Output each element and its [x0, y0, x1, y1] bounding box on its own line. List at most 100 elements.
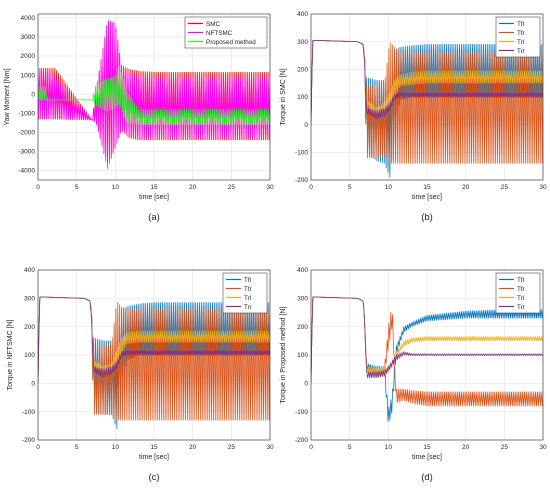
y-tick-label: -1000 — [18, 110, 35, 117]
panel-caption: (a) — [148, 212, 160, 223]
y-tick-label: 200 — [297, 67, 308, 74]
y-tick-label: 100 — [24, 352, 35, 359]
y-tick-label: -4000 — [18, 168, 35, 175]
x-tick-label: 25 — [501, 444, 509, 451]
legend-entry: Tfr — [517, 30, 525, 37]
x-axis-label: time [sec] — [139, 194, 169, 201]
x-tick-label: 0 — [309, 444, 313, 451]
x-tick-label: 15 — [423, 444, 431, 451]
series-line-trr — [38, 296, 270, 384]
legend-entry: Trr — [517, 304, 525, 311]
series-line-trr — [311, 296, 543, 384]
y-tick-label: 0 — [304, 381, 308, 388]
legend-entry: Tfl — [517, 21, 524, 28]
y-tick-label: 300 — [297, 39, 308, 46]
x-tick-label: 5 — [75, 184, 79, 191]
y-tick-label: 100 — [297, 94, 308, 101]
y-tick-label: -2000 — [18, 129, 35, 136]
y-tick-label: -100 — [295, 409, 308, 416]
x-tick-label: 15 — [423, 184, 431, 191]
x-tick-label: 10 — [385, 444, 393, 451]
legend-entry: Tfr — [244, 286, 252, 293]
y-tick-label: 300 — [297, 296, 308, 303]
x-axis-label: time [sec] — [412, 454, 442, 461]
x-tick-label: 5 — [75, 444, 79, 451]
y-tick-label: -100 — [22, 409, 35, 416]
y-axis-label: Torque in SMC [N] — [280, 68, 287, 125]
x-tick-label: 25 — [228, 444, 236, 451]
y-tick-label: -100 — [295, 150, 308, 157]
y-tick-label: 200 — [24, 324, 35, 331]
y-axis-label: Torque in Proposed method [N] — [280, 307, 287, 404]
x-tick-label: 25 — [501, 184, 509, 191]
series-line-nftsmc — [38, 19, 270, 169]
legend-entry: Trr — [244, 304, 252, 311]
y-tick-label: 1000 — [21, 72, 36, 79]
x-axis-label: time [sec] — [139, 454, 169, 461]
legend-entry: Tfr — [517, 286, 525, 293]
panel-caption: (d) — [421, 472, 433, 483]
legend: Tfl Tfr Trl Trr — [495, 272, 541, 314]
x-tick-label: 20 — [462, 184, 470, 191]
x-tick-label: 15 — [150, 444, 158, 451]
legend: SMC NFTSMC Proposed method — [184, 16, 268, 49]
x-tick-label: 10 — [112, 184, 120, 191]
x-axis-label: time [sec] — [412, 194, 442, 201]
plot-frame — [37, 269, 271, 441]
x-tick-label: 5 — [348, 184, 352, 191]
x-tick-label: 30 — [539, 184, 547, 191]
series-line-trr — [311, 39, 543, 125]
panel-caption: (b) — [421, 212, 433, 223]
y-tick-label: 100 — [297, 352, 308, 359]
plot-frame — [37, 13, 271, 181]
y-axis-label: Torque in NFTSMC [N] — [7, 320, 14, 391]
series-group — [311, 39, 543, 178]
x-tick-label: 5 — [348, 444, 352, 451]
legend-entry: Tfl — [517, 277, 524, 284]
legend-entry: Trl — [244, 295, 251, 302]
plot-frame — [310, 269, 544, 441]
y-tick-label: 300 — [24, 296, 35, 303]
x-tick-label: 25 — [228, 184, 236, 191]
y-tick-label: 4000 — [21, 15, 36, 22]
series-group — [38, 296, 270, 430]
x-tick-label: 10 — [112, 444, 120, 451]
x-tick-label: 30 — [266, 184, 274, 191]
y-tick-label: 400 — [297, 267, 308, 274]
x-tick-label: 30 — [539, 444, 547, 451]
x-tick-label: 20 — [189, 184, 197, 191]
y-tick-label: 400 — [297, 11, 308, 18]
plot-frame — [310, 13, 544, 181]
chart-2: 0 5 10 15 20 25 30 -200 -100 0 100 200 300 400 time [s… — [7, 267, 274, 483]
chart-3: 0 5 10 15 20 25 30 -200 -100 0 100 200 300 400 time [s… — [280, 267, 547, 483]
y-tick-label: -3000 — [18, 149, 35, 156]
legend-entry: Trr — [517, 48, 525, 55]
y-tick-label: 2000 — [21, 53, 36, 60]
legend-entry: NFTSMC — [206, 30, 233, 37]
y-tick-label: 200 — [297, 324, 308, 331]
x-tick-label: 0 — [36, 184, 40, 191]
x-tick-label: 0 — [36, 444, 40, 451]
y-tick-label: -200 — [295, 437, 308, 444]
panel-caption: (c) — [148, 472, 159, 483]
legend-entry: Tfl — [244, 277, 251, 284]
legend: Tfl Tfr Trl Trr — [222, 272, 268, 314]
series-group — [311, 296, 543, 423]
y-tick-label: 3000 — [21, 34, 36, 41]
legend-entry: SMC — [206, 21, 220, 28]
x-tick-label: 15 — [150, 184, 158, 191]
series-group — [38, 19, 270, 169]
x-tick-label: 0 — [309, 184, 313, 191]
x-tick-label: 30 — [266, 444, 274, 451]
y-tick-label: 400 — [24, 267, 35, 274]
y-tick-label: -200 — [22, 437, 35, 444]
y-axis-label: Yaw Moment [Nm] — [4, 68, 11, 125]
x-tick-label: 10 — [385, 184, 393, 191]
legend-entry: Trl — [517, 295, 524, 302]
y-tick-label: 0 — [304, 122, 308, 129]
y-tick-label: 0 — [31, 381, 35, 388]
chart-1: 0 5 10 15 20 25 30 -200 -100 0 100 200 300 400 time [s… — [280, 11, 547, 223]
legend: Tfl Tfr Trl Trr — [495, 16, 541, 58]
chart-0: 0 5 10 15 20 25 30 -4000 -3000 -2000 -1000 0 1000 200… — [4, 13, 274, 223]
